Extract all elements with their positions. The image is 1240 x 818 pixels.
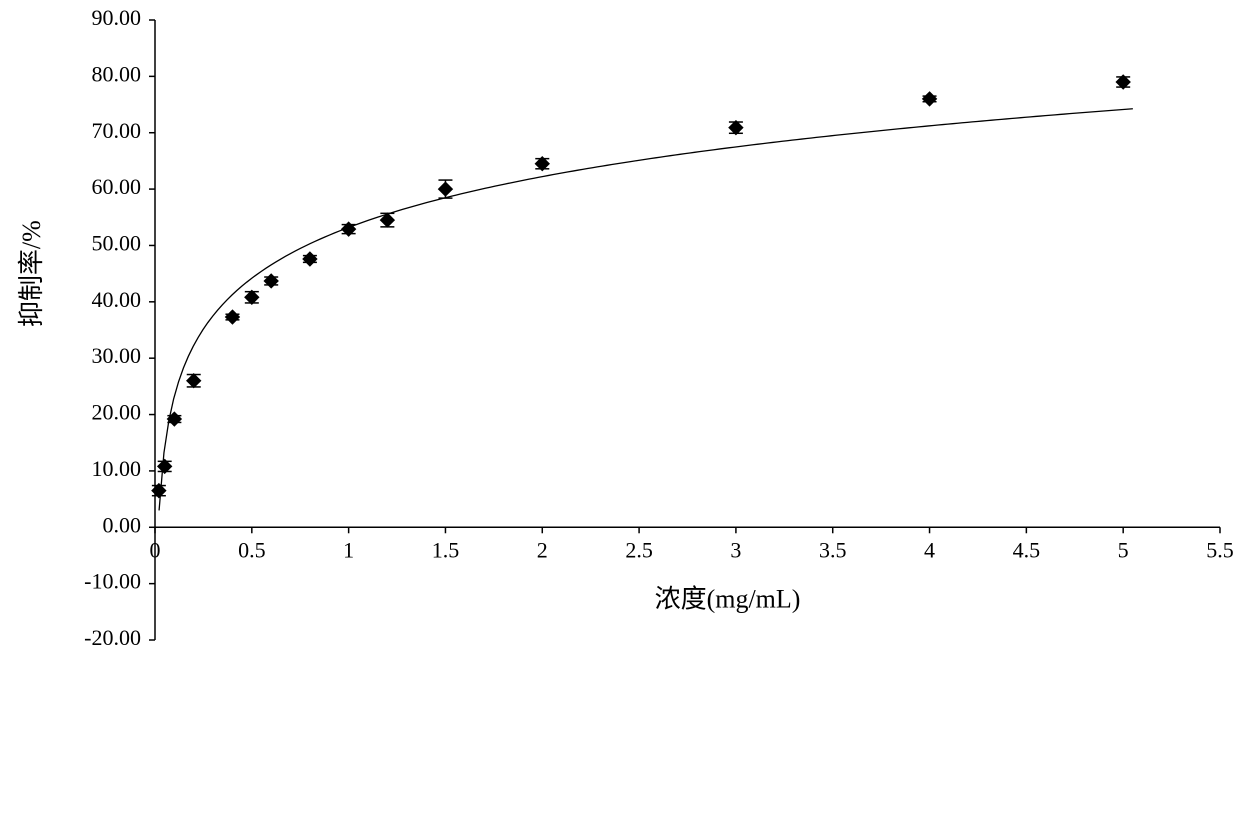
x-tick-label: 4.5 — [1013, 537, 1041, 562]
y-tick-label: 20.00 — [92, 400, 142, 425]
inhibition-chart: -20.00 -10.00 0.00 10.00 20.00 30.00 40.00 50.0… — [0, 0, 1240, 818]
x-axis-label: 浓度(mg/mL) — [655, 584, 801, 613]
chart-container: -20.00 -10.00 0.00 10.00 20.00 30.00 40.00 50.0… — [0, 0, 1240, 818]
y-tick-label: -20.00 — [84, 625, 141, 650]
x-tick-label: 5 — [1118, 537, 1129, 562]
y-tick-label: 50.00 — [92, 231, 142, 256]
x-tick-label: 2.5 — [625, 537, 653, 562]
y-tick-label: 10.00 — [92, 456, 142, 481]
y-tick-label: 40.00 — [92, 287, 142, 312]
y-axis-label: 抑制率/% — [17, 220, 46, 327]
x-tick-label: 3 — [730, 537, 741, 562]
x-tick-label: 0 — [150, 537, 161, 562]
y-tick-label: 0.00 — [103, 512, 142, 537]
y-tick-label: 70.00 — [92, 118, 142, 143]
x-tick-label: 4 — [924, 537, 935, 562]
x-tick-label: 1.5 — [432, 537, 460, 562]
x-tick-label: 1 — [343, 537, 354, 562]
y-tick-label: -10.00 — [84, 569, 141, 594]
x-tick-label: 2 — [537, 537, 548, 562]
x-tick-label: 3.5 — [819, 537, 847, 562]
y-tick-label: 80.00 — [92, 61, 142, 86]
y-tick-label: 60.00 — [92, 174, 142, 199]
y-tick-label: 30.00 — [92, 343, 142, 368]
x-tick-label: 5.5 — [1206, 537, 1234, 562]
x-tick-label: 0.5 — [238, 537, 266, 562]
y-tick-label: 90.00 — [92, 5, 142, 30]
